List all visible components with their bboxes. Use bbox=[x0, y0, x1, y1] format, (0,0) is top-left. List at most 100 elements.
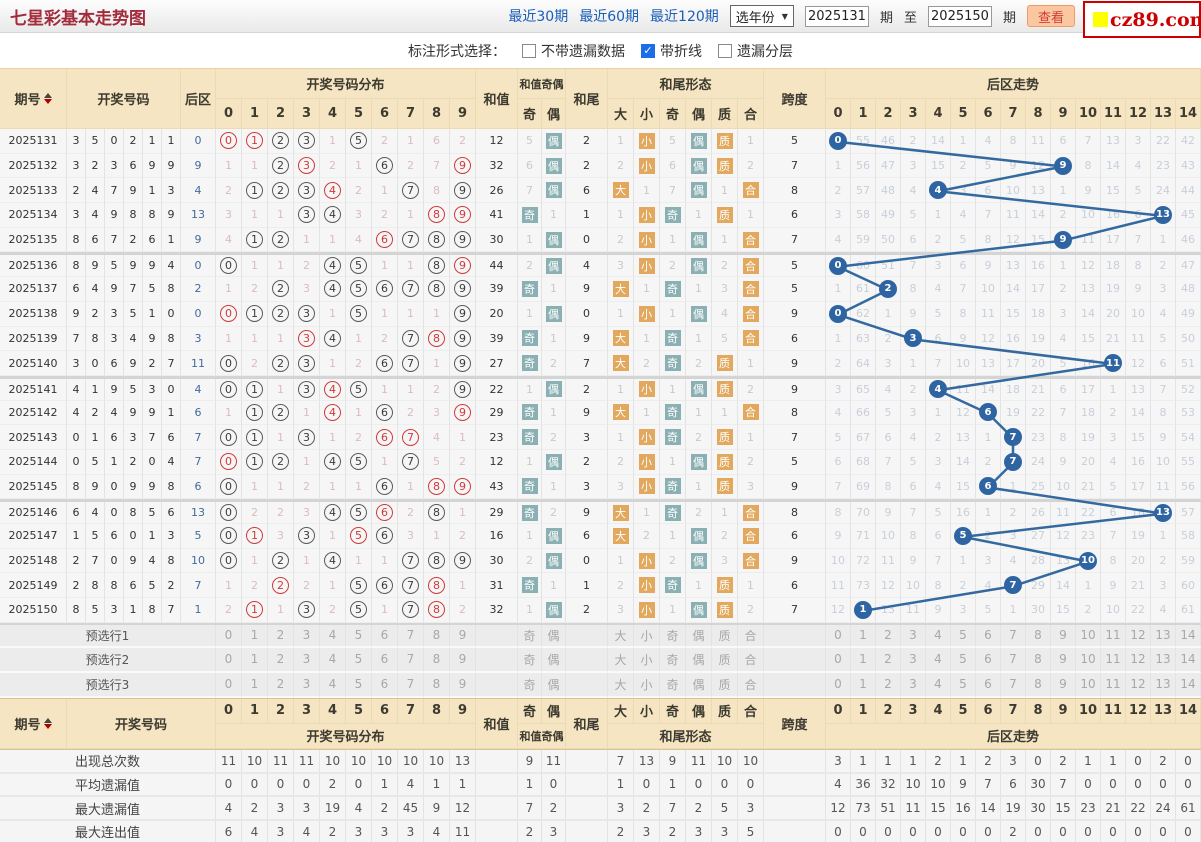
preselect-dist-cell[interactable]: 3 bbox=[294, 624, 320, 648]
preselect-back-cell[interactable]: 4 bbox=[926, 672, 951, 698]
preselect-label[interactable]: 预选行1 bbox=[0, 624, 216, 648]
preselect-back-cell[interactable]: 1 bbox=[851, 672, 876, 698]
preselect-dist-cell[interactable]: 4 bbox=[320, 624, 346, 648]
preselect-back-cell[interactable]: 3 bbox=[901, 647, 926, 673]
preselect-dist-cell[interactable]: 5 bbox=[346, 647, 372, 673]
preselect-back-cell[interactable]: 13 bbox=[1151, 624, 1176, 648]
preselect-back-cell[interactable]: 14 bbox=[1176, 624, 1201, 648]
preselect-back-cell[interactable]: 10 bbox=[1076, 624, 1101, 648]
col-header-period[interactable]: 期号 bbox=[0, 69, 67, 129]
preselect-back-cell[interactable]: 14 bbox=[1176, 647, 1201, 673]
preselect-back-cell[interactable]: 12 bbox=[1126, 647, 1151, 673]
preselect-back-cell[interactable]: 5 bbox=[951, 672, 976, 698]
preselect-pattern-cell[interactable]: 小 bbox=[634, 647, 660, 673]
preselect-pattern-cell[interactable]: 大 bbox=[608, 647, 634, 673]
preselect-pattern-cell[interactable]: 合 bbox=[738, 624, 764, 648]
preselect-oe-cell[interactable]: 偶 bbox=[542, 647, 566, 673]
preselect-dist-cell[interactable]: 3 bbox=[294, 672, 320, 698]
preselect-dist-cell[interactable]: 1 bbox=[242, 624, 268, 648]
preselect-oe-cell[interactable]: 偶 bbox=[542, 624, 566, 648]
preselect-dist-cell[interactable]: 8 bbox=[424, 647, 450, 673]
preselect-dist-cell[interactable]: 5 bbox=[346, 672, 372, 698]
preselect-pattern-cell[interactable]: 合 bbox=[738, 672, 764, 698]
preselect-dist-cell[interactable]: 7 bbox=[398, 672, 424, 698]
preselect-dist-cell[interactable]: 2 bbox=[268, 647, 294, 673]
preselect-dist-cell[interactable]: 7 bbox=[398, 647, 424, 673]
preselect-back-cell[interactable]: 5 bbox=[951, 647, 976, 673]
recent-30-link[interactable]: 最近30期 bbox=[508, 9, 569, 25]
preselect-back-cell[interactable]: 11 bbox=[1101, 672, 1126, 698]
preselect-oe-cell[interactable]: 奇 bbox=[518, 647, 542, 673]
period-to-input[interactable] bbox=[927, 5, 992, 27]
preselect-dist-cell[interactable]: 6 bbox=[372, 672, 398, 698]
preselect-back-cell[interactable]: 0 bbox=[826, 647, 851, 673]
preselect-oe-cell[interactable]: 偶 bbox=[542, 672, 566, 698]
preselect-back-cell[interactable]: 12 bbox=[1126, 672, 1151, 698]
preselect-pattern-cell[interactable]: 小 bbox=[634, 672, 660, 698]
option-no-miss-data[interactable]: 不带遗漏数据 bbox=[522, 41, 625, 61]
preselect-dist-cell[interactable]: 8 bbox=[424, 624, 450, 648]
preselect-dist-cell[interactable]: 9 bbox=[450, 624, 476, 648]
preselect-dist-cell[interactable]: 5 bbox=[346, 624, 372, 648]
preselect-back-cell[interactable]: 10 bbox=[1076, 672, 1101, 698]
preselect-back-cell[interactable]: 7 bbox=[1001, 647, 1026, 673]
checkbox-checked-icon[interactable] bbox=[641, 43, 655, 58]
preselect-label[interactable]: 预选行2 bbox=[0, 647, 216, 673]
option-miss-layers[interactable]: 遗漏分层 bbox=[718, 41, 793, 61]
preselect-dist-cell[interactable]: 4 bbox=[320, 672, 346, 698]
period-from-input[interactable] bbox=[804, 5, 869, 27]
preselect-pattern-cell[interactable]: 大 bbox=[608, 672, 634, 698]
option-with-polyline[interactable]: 带折线 bbox=[641, 41, 702, 61]
preselect-pattern-cell[interactable]: 质 bbox=[712, 624, 738, 648]
preselect-dist-cell[interactable]: 7 bbox=[398, 624, 424, 648]
preselect-pattern-cell[interactable]: 奇 bbox=[660, 672, 686, 698]
preselect-back-cell[interactable]: 14 bbox=[1176, 672, 1201, 698]
preselect-dist-cell[interactable]: 2 bbox=[268, 672, 294, 698]
preselect-label[interactable]: 预选行3 bbox=[0, 672, 216, 698]
preselect-pattern-cell[interactable]: 合 bbox=[738, 647, 764, 673]
preselect-pattern-cell[interactable]: 奇 bbox=[660, 624, 686, 648]
preselect-back-cell[interactable]: 0 bbox=[826, 624, 851, 648]
preselect-back-cell[interactable]: 11 bbox=[1101, 647, 1126, 673]
preselect-back-cell[interactable]: 7 bbox=[1001, 624, 1026, 648]
preselect-dist-cell[interactable]: 1 bbox=[242, 647, 268, 673]
preselect-back-cell[interactable]: 1 bbox=[851, 624, 876, 648]
preselect-back-cell[interactable]: 12 bbox=[1126, 624, 1151, 648]
preselect-back-cell[interactable]: 4 bbox=[926, 624, 951, 648]
preselect-back-cell[interactable]: 9 bbox=[1051, 647, 1076, 673]
preselect-dist-cell[interactable]: 9 bbox=[450, 647, 476, 673]
preselect-oe-cell[interactable]: 奇 bbox=[518, 672, 542, 698]
preselect-dist-cell[interactable]: 4 bbox=[320, 647, 346, 673]
preselect-pattern-cell[interactable]: 偶 bbox=[686, 647, 712, 673]
preselect-back-cell[interactable]: 5 bbox=[951, 624, 976, 648]
preselect-back-cell[interactable]: 9 bbox=[1051, 672, 1076, 698]
preselect-back-cell[interactable]: 7 bbox=[1001, 672, 1026, 698]
checkbox-unchecked-icon[interactable] bbox=[718, 43, 732, 58]
preselect-back-cell[interactable]: 6 bbox=[976, 672, 1001, 698]
view-button[interactable]: 查看 bbox=[1027, 5, 1075, 27]
preselect-back-cell[interactable]: 9 bbox=[1051, 624, 1076, 648]
preselect-back-cell[interactable]: 6 bbox=[976, 624, 1001, 648]
preselect-back-cell[interactable]: 4 bbox=[926, 647, 951, 673]
preselect-back-cell[interactable]: 8 bbox=[1026, 672, 1051, 698]
year-select[interactable]: 选年份 bbox=[729, 5, 794, 27]
preselect-dist-cell[interactable]: 8 bbox=[424, 672, 450, 698]
preselect-pattern-cell[interactable]: 大 bbox=[608, 624, 634, 648]
preselect-dist-cell[interactable]: 3 bbox=[294, 647, 320, 673]
preselect-dist-cell[interactable]: 0 bbox=[216, 647, 242, 673]
checkbox-unchecked-icon[interactable] bbox=[522, 43, 536, 58]
footer-header-period[interactable]: 期号 bbox=[0, 698, 67, 749]
preselect-back-cell[interactable]: 13 bbox=[1151, 647, 1176, 673]
preselect-pattern-cell[interactable]: 小 bbox=[634, 624, 660, 648]
preselect-back-cell[interactable]: 0 bbox=[826, 672, 851, 698]
preselect-dist-cell[interactable]: 0 bbox=[216, 624, 242, 648]
preselect-pattern-cell[interactable]: 质 bbox=[712, 672, 738, 698]
preselect-pattern-cell[interactable]: 奇 bbox=[660, 647, 686, 673]
preselect-back-cell[interactable]: 11 bbox=[1101, 624, 1126, 648]
preselect-back-cell[interactable]: 2 bbox=[876, 647, 901, 673]
preselect-back-cell[interactable]: 2 bbox=[876, 624, 901, 648]
preselect-back-cell[interactable]: 3 bbox=[901, 672, 926, 698]
preselect-back-cell[interactable]: 3 bbox=[901, 624, 926, 648]
preselect-dist-cell[interactable]: 1 bbox=[242, 672, 268, 698]
preselect-dist-cell[interactable]: 6 bbox=[372, 624, 398, 648]
